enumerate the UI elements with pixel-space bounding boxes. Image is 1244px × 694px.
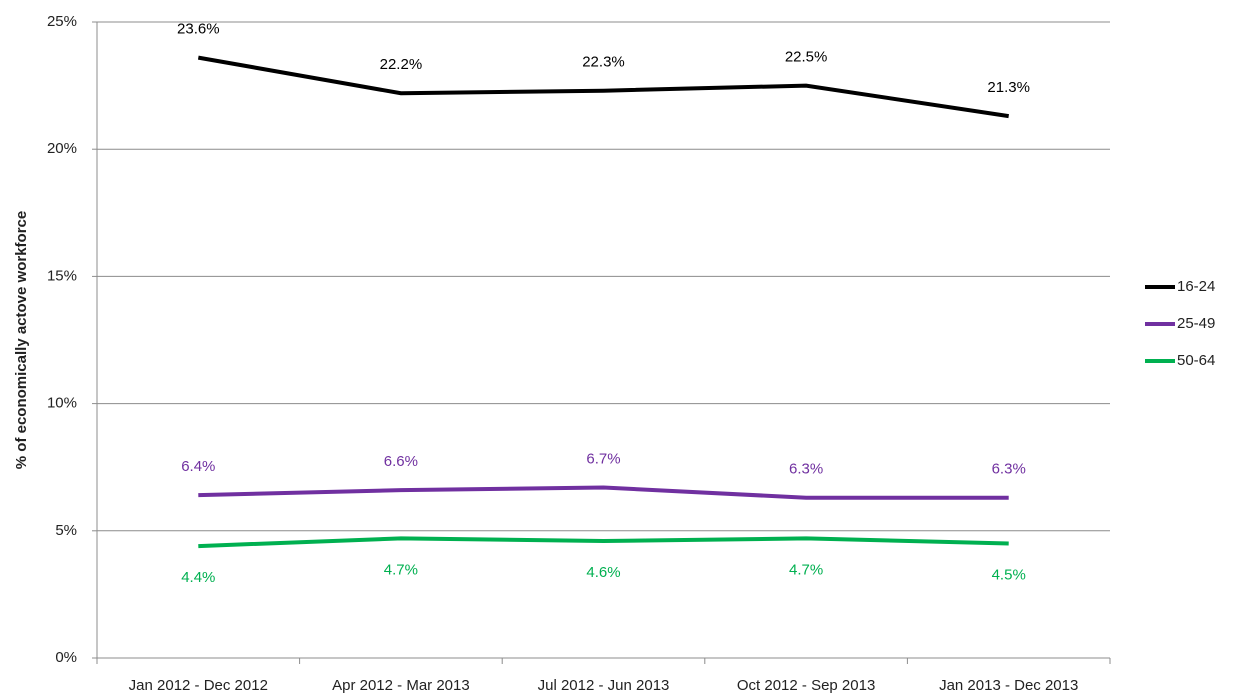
data-label: 23.6% (177, 21, 220, 38)
series-line (197, 55, 1009, 119)
data-label: 22.5% (785, 49, 828, 66)
y-tick-label: 20% (47, 140, 77, 157)
legend-label: 50-64 (1177, 352, 1215, 369)
x-tick-label: Apr 2012 - Mar 2013 (332, 677, 470, 694)
x-tick-label: Jul 2012 - Jun 2013 (538, 677, 670, 694)
y-tick-label: 0% (55, 649, 77, 666)
y-tick-label: 25% (47, 13, 77, 30)
x-tick-label: Jan 2012 - Dec 2012 (129, 677, 268, 694)
data-label: 21.3% (987, 79, 1030, 96)
data-label: 4.6% (586, 564, 620, 581)
data-label: 4.7% (384, 561, 418, 578)
x-tick-label: Jan 2013 - Dec 2013 (939, 677, 1078, 694)
data-label: 4.5% (992, 566, 1026, 583)
data-label: 22.3% (582, 54, 625, 71)
y-axis-label: % of economically actove workforce (13, 211, 30, 469)
data-label: 6.6% (384, 453, 418, 470)
x-tick-label: Oct 2012 - Sep 2013 (737, 677, 875, 694)
y-tick-label: 5% (55, 522, 77, 539)
data-label: 4.4% (181, 569, 215, 586)
y-tick-label: 10% (47, 395, 77, 412)
data-label: 22.2% (380, 56, 423, 73)
y-tick-label: 15% (47, 267, 77, 284)
data-label: 4.7% (789, 561, 823, 578)
data-label: 6.3% (992, 461, 1026, 478)
series-line (198, 485, 1009, 500)
data-label: 6.3% (789, 461, 823, 478)
data-label: 6.4% (181, 458, 215, 475)
data-label: 6.7% (586, 451, 620, 468)
legend-label: 16-24 (1177, 278, 1215, 295)
legend-label: 25-49 (1177, 315, 1215, 332)
series-line (198, 536, 1009, 549)
